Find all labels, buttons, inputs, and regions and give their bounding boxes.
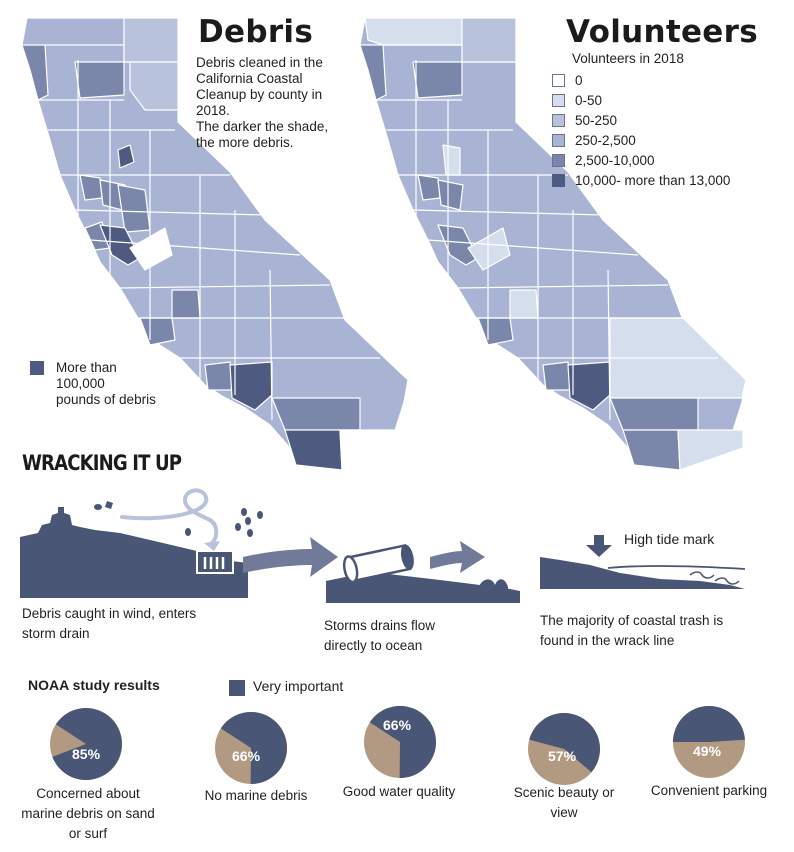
volunteers-legend-item: 50-250 [552,111,617,129]
storm-drain-icon [196,550,234,574]
volunteers-legend-title: Volunteers in 2018 [572,51,684,66]
legend-swatch [552,73,565,87]
debris-particles-icon [94,501,263,537]
county-shade [364,17,463,46]
noaa-section-title: NOAA study results [28,677,160,693]
debris-map-description: Debris cleaned in the California Coastal… [196,55,329,150]
ground-silhouette-icon [326,573,520,603]
tide-wave-icon [689,571,740,585]
pie-3-caption: Good water quality [342,784,456,799]
wracking-illustration [20,488,746,603]
pie-4-percent: 57% [548,748,577,764]
county-shade [677,429,744,471]
county-shade [339,429,406,471]
county-shade [509,289,539,319]
flow-arrow-icon [430,541,485,573]
storm-drain-scene [20,488,263,598]
noaa-legend-swatch [229,680,245,696]
high-tide-label: High tide mark [624,531,715,547]
county-lines [376,44,718,421]
county-shade [412,61,463,99]
county-shade [74,61,125,99]
pie-5-caption: Convenient parking [650,783,768,798]
county-shade [467,227,511,271]
pie-important-slice [369,706,436,778]
volunteers-legend-item: 2,500-10,000 [552,151,655,169]
pie-chart-2 [215,712,287,784]
legend-swatch [552,113,565,127]
debris-legend-swatch [30,361,44,375]
pie-important-slice [52,708,122,780]
drain-pipe-icon [342,543,414,584]
volunteers-map [359,17,747,471]
legend-swatch [552,153,565,167]
pie-2-caption: No marine debris [204,788,308,803]
pie-2-percent: 66% [232,748,261,764]
noaa-legend-label: Very important [253,678,344,694]
volunteers-legend-item: 0 [552,71,583,89]
pie-chart-3 [364,706,436,778]
pie-3-percent: 66% [383,717,412,733]
county-shade [129,227,173,271]
county-shade [567,361,611,411]
drain-pipe-scene [325,543,520,603]
pie-5-percent: 49% [693,743,722,759]
pie-important-slice [529,713,600,773]
pie-1-percent: 85% [72,746,101,762]
county-shade [21,44,49,101]
county-shade [477,317,514,346]
pie-important-slice [220,712,287,784]
wracking-section-title: WRACKING IT UP [22,451,182,475]
water-line-icon [325,582,471,588]
legend-swatch [552,133,565,147]
volunteers-legend-item: 0-50 [552,91,602,109]
volunteers-legend-item: 10,000- more than 13,000 [552,171,730,189]
county-shade [129,61,179,111]
pie-1-caption: Concerned about marine debris on sand or… [21,786,155,841]
wracking-step1-caption: Debris caught in wind, enters storm drai… [22,606,197,641]
county-shade [139,317,176,346]
wracking-step2-caption: Storms drains flow directly to ocean [324,618,436,653]
wracking-step3-caption: The majority of coastal trash is found i… [540,613,724,648]
pie-4-caption: Scenic beauty or view [513,785,615,820]
county-shade [437,179,464,211]
pie-chart-1 [50,708,122,780]
county-shade [171,289,201,319]
county-shade [117,144,135,169]
debris-map-title: Debris [198,14,314,50]
pie-important-slice [673,706,745,742]
debris-legend-label: More than 100,000 pounds of debris [56,360,156,407]
county-shade [123,17,179,63]
wrack-line-scene [540,535,746,589]
map-california-state [21,17,409,471]
county-shade [622,429,681,471]
high-tide-arrow-icon [586,535,612,557]
county-shade [359,44,387,101]
beach-silhouette-icon [540,557,745,589]
wave-icon [478,579,508,593]
county-shade [442,144,461,176]
volunteers-map-title: Volunteers [566,14,758,50]
land-silhouette-icon [20,507,248,598]
county-shade [461,17,517,63]
pie-chart-4 [528,713,600,785]
wind-arrowhead-icon [204,541,220,551]
debris-map [21,17,409,471]
county-shade [204,361,233,391]
county-shade [284,429,343,471]
volunteers-legend-item: 250-2,500 [552,131,636,149]
flow-arrow-icon [243,537,338,577]
county-shade [609,397,699,431]
legend-swatch [552,93,565,107]
legend-swatch [552,173,565,187]
county-shade [229,361,273,411]
pie-chart-5 [673,706,745,778]
county-shade [542,361,571,391]
county-lines [38,44,380,421]
tide-line-icon [607,564,746,570]
wind-swirl-icon [120,488,219,545]
